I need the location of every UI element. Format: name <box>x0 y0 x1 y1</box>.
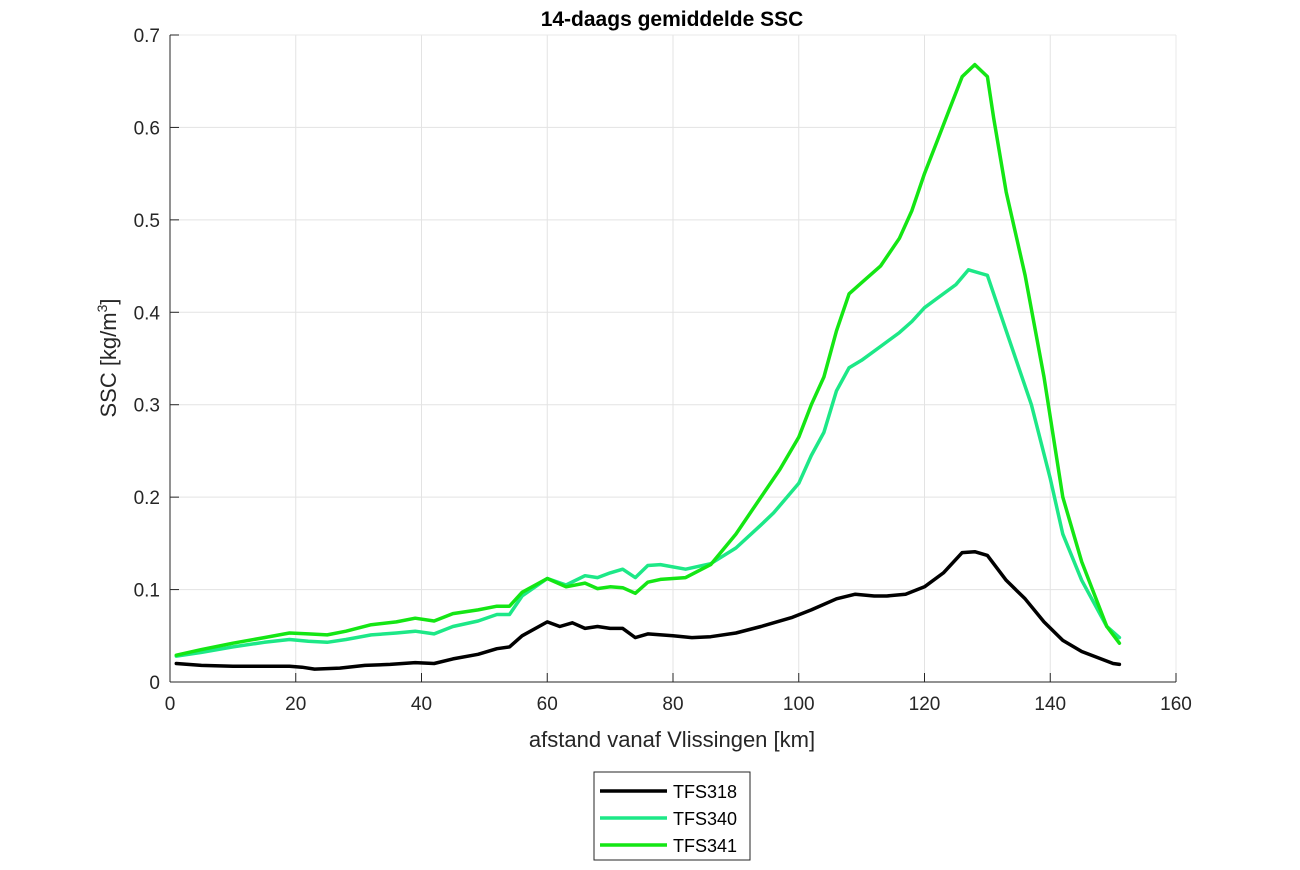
y-tick-label: 0.2 <box>134 488 160 509</box>
y-axis: 0 0.1 0.2 0.3 0.4 0.5 0.6 0.7 <box>134 26 179 694</box>
y-tick-label: 0.3 <box>134 396 160 417</box>
x-tick-label: 140 <box>1034 694 1066 715</box>
x-tick-label: 160 <box>1160 694 1192 715</box>
x-tick-label: 40 <box>411 694 432 715</box>
y-tick-label: 0.7 <box>134 26 160 47</box>
y-axis-label-sup: 3 <box>94 304 110 312</box>
y-tick-label: 0.1 <box>134 581 160 602</box>
legend: TFS318 TFS340 TFS341 <box>593 771 751 861</box>
series-lines <box>174 62 1122 671</box>
x-tick-label: 120 <box>909 694 941 715</box>
legend-label-tfs318: TFS318 <box>673 782 737 802</box>
y-tick-label: 0 <box>149 673 160 694</box>
y-tick-label: 0.6 <box>134 118 160 139</box>
grid <box>170 35 1176 682</box>
chart-title: 14-daags gemiddelde SSC <box>541 8 804 31</box>
y-tick-label: 0.4 <box>134 303 161 324</box>
y-axis-label-end: ] <box>96 298 121 304</box>
x-tick-label: 0 <box>165 694 176 715</box>
series-line-tfs341 <box>174 62 1122 657</box>
legend-label-tfs341: TFS341 <box>673 836 737 856</box>
x-tick-label: 20 <box>285 694 306 715</box>
y-axis-label-base: SSC [kg/m <box>96 312 121 417</box>
x-tick-label: 60 <box>537 694 558 715</box>
series-line-tfs318 <box>174 549 1122 671</box>
legend-label-tfs340: TFS340 <box>673 809 737 829</box>
series-line-tfs340 <box>174 268 1122 658</box>
x-axis: 0 20 40 60 80 100 120 140 160 <box>165 673 1192 715</box>
x-axis-label: afstand vanaf Vlissingen [km] <box>529 727 815 752</box>
y-axis-label: SSC [kg/m3] <box>94 298 121 417</box>
x-tick-label: 100 <box>783 694 815 715</box>
y-tick-label: 0.5 <box>134 211 160 232</box>
x-tick-label: 80 <box>662 694 683 715</box>
